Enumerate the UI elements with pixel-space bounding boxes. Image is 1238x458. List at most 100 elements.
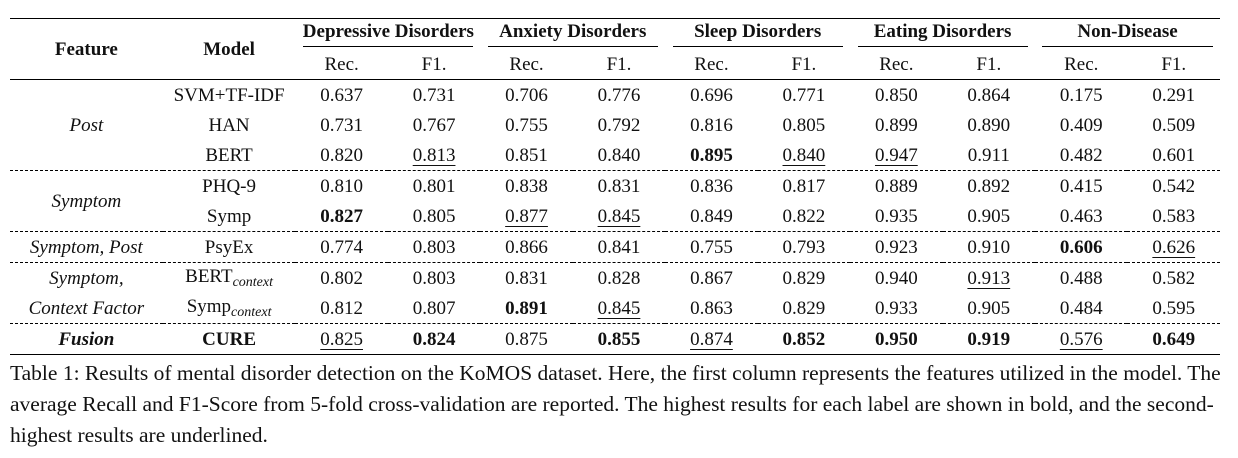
value-cell: 0.877 xyxy=(480,201,573,232)
value-cell: 0.803 xyxy=(412,267,456,289)
table-row: Symptom, BERTcontext 0.802 0.803 0.831 0… xyxy=(10,263,1220,294)
value-cell: 0.829 xyxy=(757,293,851,324)
model-cell: PsyEx xyxy=(162,231,296,263)
value-cell: 0.813 xyxy=(387,140,481,171)
feature-cell-symptom: Symptom xyxy=(10,170,163,232)
value-cell: 0.807 xyxy=(387,293,481,324)
value-cell: 0.905 xyxy=(942,201,1036,232)
bold-value: 0.606 xyxy=(1059,236,1103,258)
underlined-value: 0.947 xyxy=(874,144,918,166)
value-cell: 0.810 xyxy=(320,175,363,197)
value-cell: 0.542 xyxy=(1152,175,1196,197)
header-group-sleep: Sleep Disorders xyxy=(665,18,851,49)
value-cell: 0.940 xyxy=(874,267,918,289)
feature-cell-symptom-post: Symptom, Post xyxy=(10,231,163,263)
value-cell: 0.875 xyxy=(480,323,573,355)
underlined-value: 0.913 xyxy=(967,267,1011,289)
value-cell: 0.793 xyxy=(757,231,851,263)
value-cell: 0.840 xyxy=(757,140,851,171)
value-cell: 0.933 xyxy=(850,293,943,324)
value-cell: 0.913 xyxy=(943,263,1035,294)
group-label: Sleep Disorders xyxy=(672,22,843,47)
header-f1: F1. xyxy=(1127,49,1220,80)
model-cell: Sympcontext xyxy=(162,293,296,324)
value-cell: 0.890 xyxy=(967,114,1011,136)
value-cell: 0.817 xyxy=(782,175,826,197)
feature-cell-fusion: Fusion xyxy=(10,323,163,355)
table-caption: Table 1: Results of mental disorder dete… xyxy=(10,361,1221,447)
model-name: BERT xyxy=(185,265,233,287)
value-cell: 0.852 xyxy=(757,323,851,355)
bold-value: 0.824 xyxy=(412,328,456,350)
value-cell: 0.774 xyxy=(295,231,388,263)
header-f1: F1. xyxy=(942,49,1036,80)
value-cell: 0.509 xyxy=(1152,114,1196,136)
model-cell: PHQ-9 xyxy=(202,175,256,197)
value-cell: 0.776 xyxy=(597,84,641,106)
value-cell: 0.950 xyxy=(850,323,943,355)
value-cell: 0.805 xyxy=(782,114,826,136)
table-row: BERT 0.820 0.813 0.851 0.840 0.895 0.840… xyxy=(10,140,1220,171)
value-cell: 0.845 xyxy=(572,293,666,324)
underlined-value: 0.874 xyxy=(690,328,733,350)
value-cell: 0.822 xyxy=(757,201,851,232)
value-cell: 0.874 xyxy=(665,323,758,355)
value-cell: 0.919 xyxy=(942,323,1036,355)
value-cell: 0.947 xyxy=(850,140,943,171)
table-row: HAN 0.731 0.767 0.755 0.792 0.816 0.805 … xyxy=(10,110,1220,140)
results-table: Feature Model Depressive Disorders Anxie… xyxy=(10,18,1220,355)
underlined-value: 0.845 xyxy=(597,205,641,227)
group-label: Anxiety Disorders xyxy=(487,22,658,47)
value-cell: 0.889 xyxy=(874,175,918,197)
underlined-value: 0.877 xyxy=(505,205,548,227)
value-cell: 0.836 xyxy=(690,175,733,197)
value-cell: 0.895 xyxy=(665,140,758,171)
value-cell: 0.891 xyxy=(480,293,573,324)
header-rec: Rec. xyxy=(850,49,943,80)
underlined-value: 0.840 xyxy=(782,144,826,166)
value-cell: 0.488 xyxy=(1059,267,1103,289)
value-cell: 0.892 xyxy=(967,175,1011,197)
value-cell: 0.828 xyxy=(597,267,641,289)
value-cell: 0.801 xyxy=(412,175,456,197)
value-cell: 0.829 xyxy=(782,267,826,289)
header-f1: F1. xyxy=(757,49,851,80)
value-cell: 0.827 xyxy=(295,201,388,232)
table-row: Post SVM+TF-IDF 0.637 0.731 0.706 0.776 … xyxy=(10,79,1220,171)
value-cell: 0.606 xyxy=(1035,231,1128,263)
value-cell: 0.805 xyxy=(387,201,481,232)
header-group-eating: Eating Disorders xyxy=(850,18,1036,49)
value-cell: 0.855 xyxy=(572,323,666,355)
bold-value: 0.852 xyxy=(782,328,826,350)
value-cell: 0.899 xyxy=(874,114,918,136)
value-cell: 0.767 xyxy=(412,114,456,136)
value-cell: 0.463 xyxy=(1035,201,1128,232)
header-group-depressive: Depressive Disorders xyxy=(295,18,481,49)
value-cell: 0.905 xyxy=(942,293,1036,324)
value-cell: 0.175 xyxy=(1059,84,1103,106)
value-cell: 0.755 xyxy=(665,231,758,263)
value-cell: 0.849 xyxy=(665,201,758,232)
value-cell: 0.850 xyxy=(874,84,918,106)
table-row: Symptom, Post PsyEx 0.774 0.803 0.866 0.… xyxy=(10,231,1220,263)
value-cell: 0.706 xyxy=(505,84,548,106)
bold-value: 0.919 xyxy=(967,328,1011,350)
value-cell: 0.792 xyxy=(597,114,641,136)
value-cell: 0.649 xyxy=(1127,323,1220,355)
value-cell: 0.840 xyxy=(572,140,666,171)
feature-cell-symptom-context: Symptom, xyxy=(49,267,124,289)
feature-cell-post: Post xyxy=(10,79,163,171)
underlined-value: 0.813 xyxy=(412,144,456,166)
underlined-value: 0.825 xyxy=(320,328,363,350)
value-cell: 0.601 xyxy=(1127,140,1220,171)
underlined-value: 0.576 xyxy=(1059,328,1103,350)
model-cell: BERT xyxy=(162,140,296,171)
bold-value: 0.855 xyxy=(597,328,641,350)
value-cell: 0.576 xyxy=(1035,323,1128,355)
feature-cell-context-factor: Context Factor xyxy=(10,293,163,324)
value-cell: 0.816 xyxy=(690,114,733,136)
bold-value: 0.827 xyxy=(320,205,363,227)
value-cell: 0.935 xyxy=(850,201,943,232)
value-cell: 0.696 xyxy=(690,84,733,106)
value-cell: 0.838 xyxy=(505,175,548,197)
